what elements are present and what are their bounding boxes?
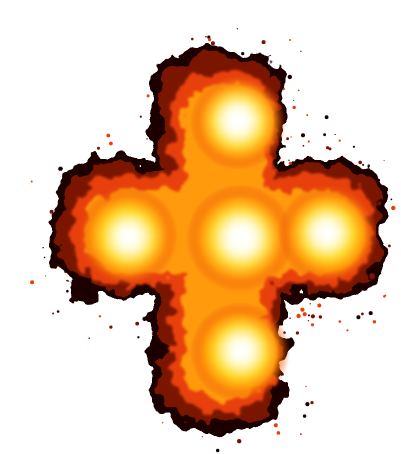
ember-particle bbox=[88, 337, 90, 340]
ember-particle bbox=[356, 315, 361, 320]
ember-particle bbox=[323, 133, 326, 137]
ember-particle bbox=[210, 41, 215, 46]
ember-particle bbox=[300, 433, 302, 435]
ember-particle bbox=[300, 307, 305, 312]
ember-particle bbox=[352, 145, 355, 148]
ember-particle bbox=[295, 331, 299, 335]
ember-particle bbox=[390, 198, 393, 201]
ember-particle bbox=[142, 316, 147, 321]
ember-particle bbox=[324, 115, 329, 120]
ember-particle bbox=[273, 423, 278, 428]
ember-particle bbox=[292, 105, 296, 110]
ember-particle bbox=[74, 297, 79, 302]
ember-particle bbox=[361, 312, 364, 316]
ember-particle bbox=[307, 140, 310, 143]
ember-particle bbox=[30, 280, 35, 285]
ember-particle bbox=[287, 74, 292, 80]
ember-particle bbox=[318, 315, 323, 319]
ember-particle bbox=[301, 133, 305, 138]
ember-particle bbox=[346, 329, 349, 332]
ember-particle bbox=[191, 37, 194, 41]
ember-particle bbox=[302, 414, 307, 418]
ember-particle bbox=[391, 205, 396, 211]
ember-particle bbox=[289, 317, 291, 320]
ember-particle bbox=[56, 310, 60, 313]
ember-particle bbox=[207, 35, 211, 39]
ember-particle bbox=[388, 244, 391, 248]
white-hot-highlights bbox=[112, 100, 344, 368]
ember-particle bbox=[308, 314, 310, 317]
ember-particle bbox=[302, 312, 307, 317]
ember-particle bbox=[106, 133, 111, 138]
ember-particle bbox=[52, 312, 55, 315]
ember-particle bbox=[317, 303, 322, 308]
ember-particle bbox=[205, 35, 207, 38]
ember-particle bbox=[109, 141, 113, 146]
ember-particle bbox=[146, 94, 150, 98]
ember-particle bbox=[201, 436, 203, 438]
ember-particle bbox=[297, 89, 300, 92]
ember-particle bbox=[236, 28, 239, 30]
ember-particle bbox=[43, 256, 46, 259]
ember-particle bbox=[310, 314, 315, 319]
ember-particle bbox=[305, 385, 307, 388]
ember-particle bbox=[302, 144, 305, 147]
ember-particle bbox=[97, 146, 100, 150]
ember-particle bbox=[237, 439, 242, 444]
ember-particle bbox=[310, 401, 314, 405]
ember-particle bbox=[306, 114, 309, 117]
ember-particle bbox=[328, 147, 332, 151]
ember-particle bbox=[326, 146, 330, 150]
ember-particle bbox=[139, 115, 142, 118]
ember-particle bbox=[261, 40, 266, 45]
ember-particle bbox=[109, 325, 113, 329]
ember-particle bbox=[137, 336, 140, 339]
ember-particle bbox=[135, 321, 140, 326]
ember-particle bbox=[44, 275, 47, 277]
ember-particle bbox=[30, 180, 33, 183]
ember-particle bbox=[208, 38, 212, 42]
ember-particle bbox=[293, 99, 295, 101]
ember-particle bbox=[289, 39, 292, 41]
ember-particle bbox=[305, 402, 310, 407]
ember-particle bbox=[296, 313, 301, 319]
ember-particle bbox=[310, 323, 315, 327]
ember-particle bbox=[290, 136, 292, 138]
ember-particle bbox=[202, 45, 206, 49]
ember-particle bbox=[307, 320, 310, 322]
ember-particle bbox=[146, 138, 148, 140]
ember-particle bbox=[309, 303, 311, 305]
ember-particle bbox=[42, 247, 44, 249]
ember-particle bbox=[368, 311, 373, 316]
ember-particle bbox=[161, 422, 164, 424]
ember-particle bbox=[66, 289, 69, 293]
ember-particle bbox=[338, 320, 342, 323]
ember-particle bbox=[276, 431, 281, 435]
ember-particle bbox=[383, 295, 386, 298]
ember-particle bbox=[334, 133, 336, 136]
ember-particle bbox=[98, 315, 102, 318]
ember-particle bbox=[286, 137, 289, 141]
ember-particle bbox=[338, 139, 341, 142]
ember-particle bbox=[372, 320, 377, 324]
ember-particle bbox=[383, 159, 385, 162]
ember-particle bbox=[216, 448, 220, 453]
ember-particle bbox=[300, 50, 302, 52]
